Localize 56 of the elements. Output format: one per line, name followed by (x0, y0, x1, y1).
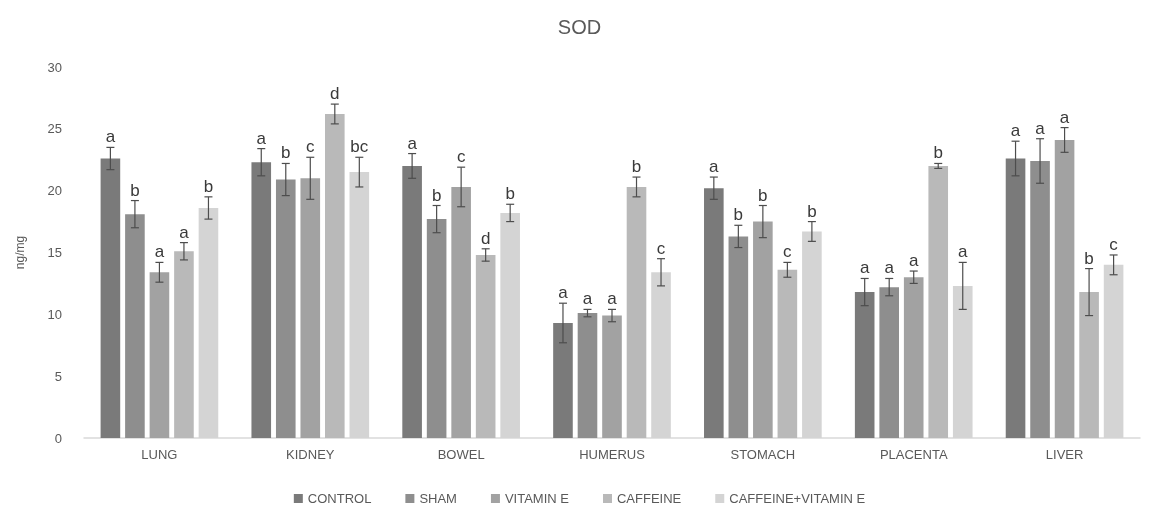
legend-label: VITAMIN E (504, 491, 570, 506)
data-label: b (203, 176, 214, 196)
y-tick-label: 0 (54, 430, 62, 446)
data-label: b (631, 157, 642, 177)
y-tick-label: 20 (47, 183, 62, 199)
data-label: a (1010, 121, 1021, 141)
y-tick-label: 5 (54, 368, 62, 384)
x-tick-label: BOWEL (437, 447, 485, 462)
data-label: d (330, 84, 340, 104)
data-label: b (807, 201, 817, 221)
data-label: c (656, 238, 666, 258)
x-tick-label: LIVER (1045, 447, 1084, 462)
data-label: a (1059, 107, 1070, 127)
chart-title: SOD (557, 16, 602, 38)
data-label: a (709, 157, 720, 177)
legend-label: CAFFEINE (616, 491, 682, 506)
data-label: c (783, 242, 793, 262)
data-label: a (1035, 118, 1046, 138)
data-label: a (407, 133, 418, 153)
data-label: a (582, 289, 593, 309)
data-label: b (758, 185, 768, 205)
legend-label: CAFFEINE+VITAMIN E (729, 491, 866, 506)
y-tick-label: 10 (47, 306, 62, 322)
data-label: a (558, 283, 569, 303)
data-label: d (480, 228, 491, 248)
data-label: a (154, 242, 165, 262)
data-label: b (1084, 248, 1094, 268)
y-tick-label: 15 (47, 245, 62, 260)
data-label: c (456, 147, 466, 167)
data-label: b (933, 143, 943, 163)
data-label: a (958, 242, 969, 262)
data-label: a (884, 258, 895, 278)
data-label: bc (350, 137, 369, 157)
data-label: a (908, 251, 919, 271)
data-label: b (733, 205, 744, 225)
data-label: b (130, 180, 140, 200)
data-label: b (505, 184, 515, 204)
data-label: a (179, 222, 190, 242)
x-tick-label: LUNG (141, 447, 178, 462)
data-label: a (607, 289, 618, 309)
y-axis-title: ng/mg (13, 235, 27, 270)
data-label: a (859, 258, 870, 278)
y-tick-label: 25 (47, 121, 62, 137)
data-label: b (281, 143, 291, 163)
legend-label: SHAM (419, 491, 457, 506)
legend-label: CONTROL (307, 491, 372, 506)
data-label: a (105, 127, 116, 147)
data-label: a (256, 128, 267, 148)
y-tick-label: 30 (47, 59, 62, 75)
data-label: b (431, 185, 442, 205)
x-tick-label: PLACENTA (879, 447, 948, 462)
x-tick-label: HUMERUS (579, 447, 646, 462)
data-label: c (1109, 234, 1119, 254)
data-label: c (306, 137, 316, 157)
x-tick-label: STOMACH (730, 447, 796, 462)
x-tick-label: KIDNEY (286, 447, 335, 462)
